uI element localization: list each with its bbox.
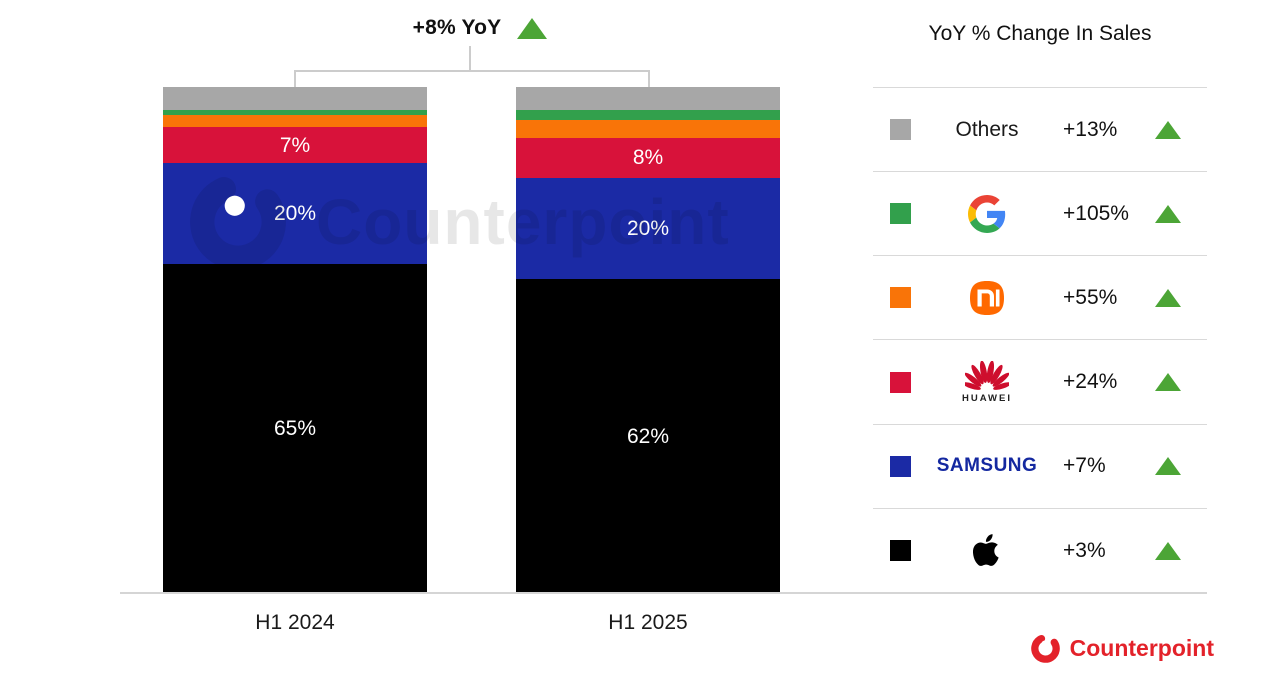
segment-xiaomi-h1-2025 <box>516 119 780 138</box>
bracket-line-right <box>648 70 650 87</box>
up-triangle-icon <box>1155 288 1181 307</box>
segment-data-label: 20% <box>626 217 670 241</box>
segment-others-h1-2025 <box>516 87 780 110</box>
samsung-wordmark: SAMSUNG <box>936 455 1038 477</box>
up-triangle-icon <box>517 17 548 39</box>
segment-samsung-h1-2024: 20% <box>163 162 427 265</box>
legend-row-others: Others +13% <box>873 88 1207 173</box>
up-triangle-icon <box>1155 120 1181 139</box>
up-triangle-icon <box>1155 373 1181 392</box>
segment-data-label: 7% <box>279 133 311 157</box>
segment-others-h1-2024 <box>163 87 427 110</box>
google-logo-icon <box>968 194 1006 233</box>
legend-change-samsung: +7% <box>1063 454 1106 478</box>
legend-row-apple: +3% <box>873 509 1207 593</box>
legend-swatch-huawei <box>890 371 911 393</box>
counterpoint-logo-icon <box>1030 634 1060 663</box>
segment-google-h1-2025 <box>516 109 780 120</box>
legend-row-samsung: SAMSUNG +7% <box>873 425 1207 509</box>
x-axis-line <box>120 592 1207 594</box>
up-triangle-icon <box>1155 541 1181 560</box>
segment-data-label: 8% <box>632 146 664 170</box>
legend-label-others: Others <box>955 117 1019 141</box>
legend-swatch-google <box>890 203 911 225</box>
bracket-line-horizontal <box>294 70 649 72</box>
segment-data-label: 20% <box>273 201 317 225</box>
legend-change-xiaomi: +55% <box>1063 285 1118 309</box>
segment-data-label: 62% <box>626 424 670 448</box>
segment-google-h1-2024 <box>163 109 427 115</box>
legend-row-google: +105% <box>873 172 1207 257</box>
legend-change-others: +13% <box>1063 117 1118 141</box>
up-triangle-icon <box>1155 204 1181 223</box>
bracket-line-left <box>294 70 296 87</box>
segment-huawei-h1-2024: 7% <box>163 127 427 163</box>
legend-rows: Others +13% +105% <box>873 87 1207 593</box>
segment-apple-h1-2024: 65% <box>163 264 427 593</box>
xiaomi-logo-icon <box>970 280 1004 315</box>
x-label-h1-2024: H1 2024 <box>255 611 335 634</box>
legend-title: YoY % Change In Sales <box>928 22 1152 45</box>
chart-title: +8% YoY <box>0 16 960 40</box>
huawei-logo-icon <box>965 360 1009 390</box>
legend-swatch-xiaomi <box>890 287 911 309</box>
legend-change-huawei: +24% <box>1063 370 1118 394</box>
legend-row-huawei: HUAWEI +24% <box>873 340 1207 425</box>
legend-swatch-samsung <box>890 455 911 477</box>
segment-xiaomi-h1-2024 <box>163 114 427 128</box>
footer-brand: Counterpoint <box>1030 633 1214 664</box>
segment-huawei-h1-2025: 8% <box>516 137 780 179</box>
up-triangle-icon <box>1155 457 1181 476</box>
legend-row-xiaomi: +55% <box>873 256 1207 341</box>
x-label-h1-2025: H1 2025 <box>608 611 688 634</box>
apple-logo-icon <box>972 534 999 567</box>
footer-brand-text: Counterpoint <box>1069 635 1214 661</box>
segment-data-label: 65% <box>273 416 317 440</box>
bar-h1-2025: 8% 20% 62% <box>516 87 780 593</box>
bracket-line-stem <box>469 46 471 70</box>
huawei-wordmark: HUAWEI <box>962 392 1012 404</box>
legend-swatch-apple <box>890 540 911 562</box>
legend-change-apple: +3% <box>1063 538 1106 562</box>
bar-h1-2024: 7% 20% 65% <box>163 87 427 593</box>
chart-title-text: +8% YoY <box>412 16 502 39</box>
legend-swatch-others <box>890 119 911 141</box>
legend-change-google: +105% <box>1063 201 1129 225</box>
segment-samsung-h1-2025: 20% <box>516 178 780 280</box>
segment-apple-h1-2025: 62% <box>516 279 780 593</box>
